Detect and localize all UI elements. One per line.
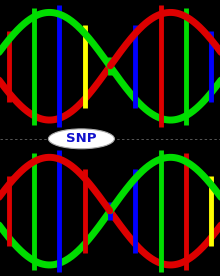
Ellipse shape <box>48 129 114 149</box>
Text: SNP: SNP <box>66 132 97 145</box>
